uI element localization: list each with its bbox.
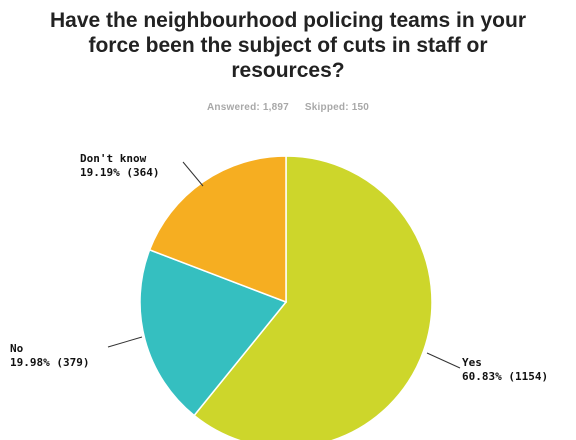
slice-value-no: 19.98% (379) [10,356,89,369]
pie-slice-yes [193,155,433,440]
answered-count: Answered: 1,897 [206,102,289,113]
slice-label-no: No [10,342,24,355]
leader-line-yes [426,352,461,369]
leader-line-no [107,336,143,348]
pie-slice-no [139,248,288,417]
skipped-count: Skipped: 150 [304,102,370,113]
slice-label-yes: Yes [462,356,482,369]
chart-title: Have the neighbourhood policing teams in… [49,9,527,82]
slice-value-yes: 60.83% (1154) [462,370,548,383]
response-stats: Answered: 1,897 Skipped: 150 [0,102,576,113]
pie-slice-don-t-know [148,155,287,304]
slice-label-don-t-know: Don't know [80,152,147,165]
leader-line-don-t-know [182,161,204,187]
slice-value-don-t-know: 19.19% (364) [80,166,159,179]
